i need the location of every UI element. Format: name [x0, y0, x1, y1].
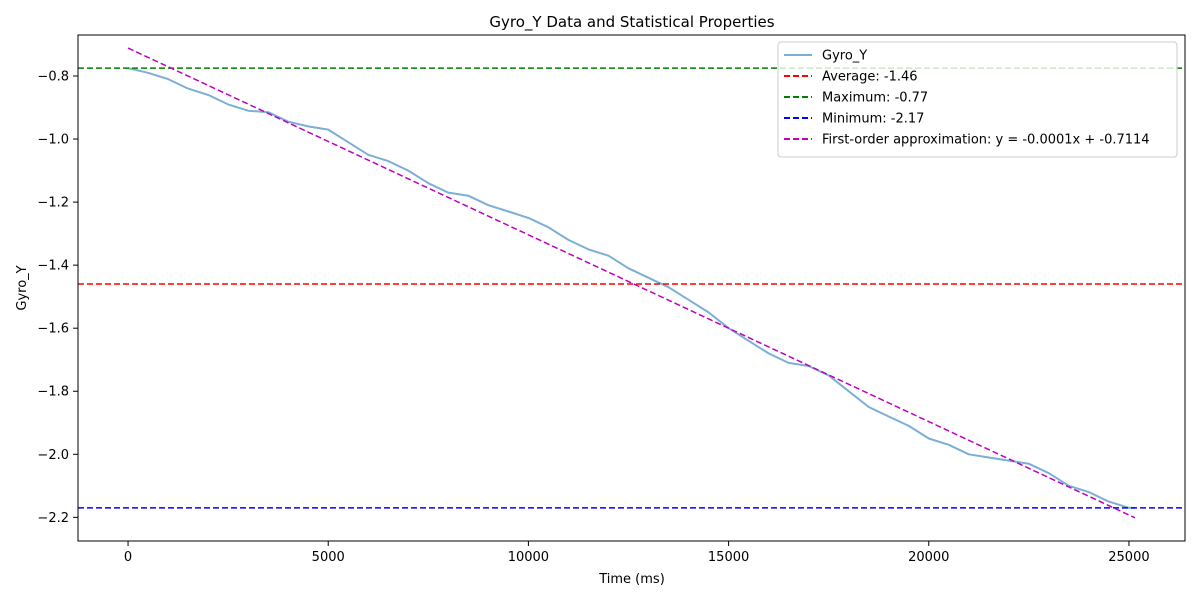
x-tick-label: 15000: [708, 550, 749, 565]
y-tick-label: −2.2: [37, 511, 69, 526]
legend-label: Average: -1.46: [822, 70, 918, 85]
legend-label: Gyro_Y: [822, 49, 867, 64]
y-tick-label: −2.0: [37, 448, 69, 463]
chart-title: Gyro_Y Data and Statistical Properties: [489, 13, 774, 32]
y-tick-label: −1.0: [37, 133, 69, 148]
legend-label: First-order approximation: y = -0.0001x …: [822, 133, 1150, 148]
y-tick-label: −1.2: [37, 196, 69, 211]
x-axis-label: Time (ms): [598, 572, 665, 587]
x-tick-label: 10000: [508, 550, 549, 565]
plot-area-frame: [77, 34, 1186, 542]
series-line-gyro-y: [127, 67, 1135, 509]
legend-label: Maximum: -0.77: [822, 91, 928, 106]
x-tick-label: 0: [124, 550, 132, 565]
y-tick-label: −1.6: [37, 322, 69, 337]
x-tick-label: 20000: [908, 550, 949, 565]
x-tick-label: 5000: [312, 550, 345, 565]
y-tick-label: −1.8: [37, 385, 69, 400]
y-tick-label: −0.8: [37, 69, 69, 84]
legend-box: [777, 41, 1178, 158]
y-tick-label: −1.4: [37, 259, 69, 274]
y-axis-label: Gyro_Y: [15, 265, 30, 310]
legend-label: Minimum: -2.17: [822, 112, 924, 127]
series-line-first-order-approximation: [127, 47, 1136, 519]
legend: Gyro_Y Average: -1.46 Maximum: -0.77 Minimu…: [777, 41, 1178, 158]
x-tick-label: 25000: [1108, 550, 1149, 565]
